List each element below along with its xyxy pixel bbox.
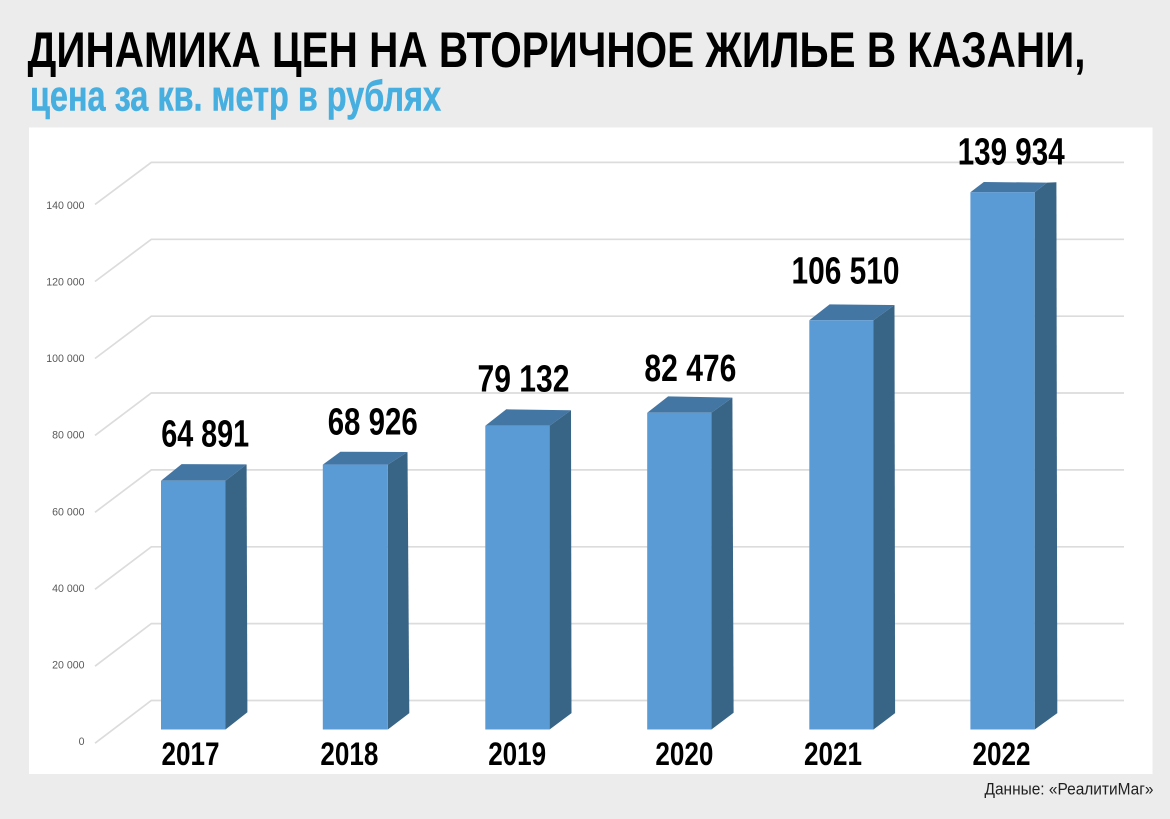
svg-text:60 000: 60 000 xyxy=(52,506,85,518)
svg-text:82 476: 82 476 xyxy=(644,348,736,390)
svg-text:80 000: 80 000 xyxy=(52,430,85,442)
svg-text:2018: 2018 xyxy=(320,736,378,772)
svg-text:64 891: 64 891 xyxy=(161,414,249,456)
svg-text:цена за кв. метр в рублях: цена за кв. метр в рублях xyxy=(30,72,441,120)
svg-text:2021: 2021 xyxy=(804,736,862,772)
svg-text:100 000: 100 000 xyxy=(46,353,84,365)
svg-text:2020: 2020 xyxy=(655,736,713,772)
svg-text:2017: 2017 xyxy=(162,736,220,772)
svg-text:40 000: 40 000 xyxy=(52,583,85,595)
svg-text:79 132: 79 132 xyxy=(478,359,570,401)
svg-text:68 926: 68 926 xyxy=(328,402,418,444)
svg-text:106 510: 106 510 xyxy=(792,251,900,293)
svg-text:140 000: 140 000 xyxy=(46,200,84,212)
svg-text:2022: 2022 xyxy=(973,736,1031,772)
svg-text:20 000: 20 000 xyxy=(52,659,85,671)
svg-text:Данные: «РеалитиМаг»: Данные: «РеалитиМаг» xyxy=(985,781,1154,799)
svg-text:139 934: 139 934 xyxy=(958,132,1065,174)
svg-text:120 000: 120 000 xyxy=(46,277,84,289)
svg-text:2019: 2019 xyxy=(488,736,546,772)
svg-text:0: 0 xyxy=(79,736,85,748)
svg-text:ДИНАМИКА ЦЕН НА ВТОРИЧНОЕ ЖИЛЬ: ДИНАМИКА ЦЕН НА ВТОРИЧНОЕ ЖИЛЬЕ В КАЗАНИ… xyxy=(28,21,1086,78)
